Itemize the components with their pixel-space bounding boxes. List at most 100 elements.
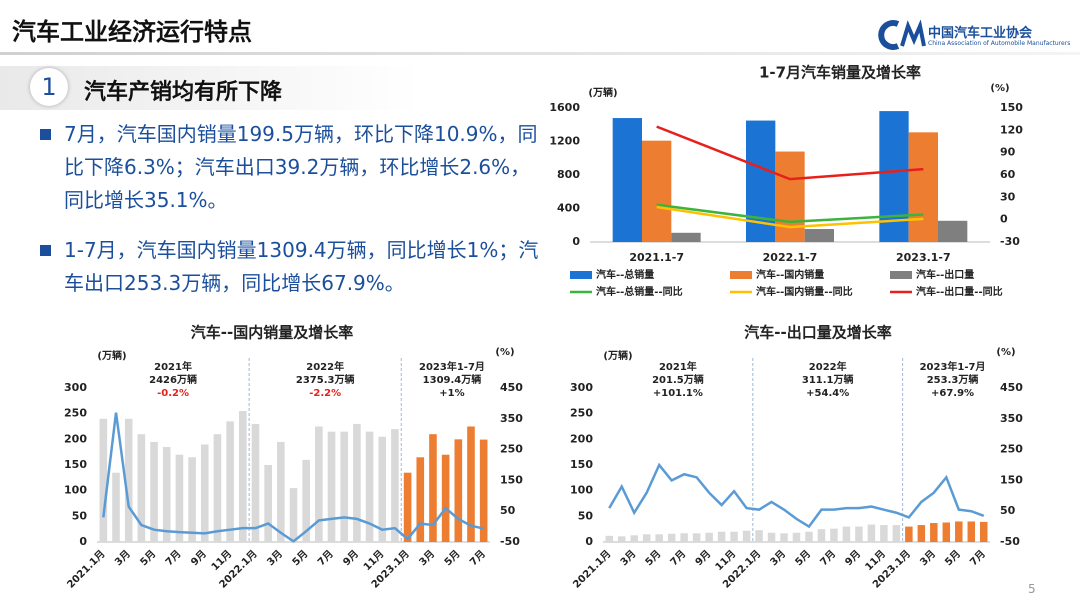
slide-title: 汽车工业经济运行特点 — [12, 18, 252, 46]
bar — [378, 436, 387, 542]
x-tick-label: 3月 — [768, 548, 788, 568]
legend-label: 汽车--总销量 — [596, 268, 654, 281]
legend-label: 汽车--国内销量 — [756, 268, 824, 281]
x-tick-label: 5月 — [643, 548, 663, 568]
bar — [980, 521, 988, 542]
bar — [238, 411, 247, 542]
x-tick-label: 5月 — [442, 548, 462, 568]
legend-label: 汽车--国内销量--同比 — [756, 285, 853, 298]
bar — [892, 525, 901, 542]
legend-label: 汽车--出口量 — [916, 268, 974, 281]
annotation-change: +101.1% — [653, 388, 703, 399]
bar — [730, 531, 738, 542]
bar — [767, 532, 776, 542]
bar — [817, 529, 826, 542]
y-axis-unit: (万辆) — [588, 86, 617, 99]
x-tick-label: 2021.1月 — [65, 548, 108, 591]
logo-subtitle: China Association of Automobile Manufact… — [928, 40, 1071, 47]
bar — [867, 524, 876, 542]
bar — [213, 434, 222, 542]
x-tick-label: 3月 — [417, 548, 437, 568]
y-tick-label: 400 — [557, 202, 580, 215]
annotation-volume: 253.3万辆 — [927, 373, 979, 386]
annotation-change: -0.2% — [157, 388, 189, 399]
y2-axis-unit: (%) — [495, 347, 514, 358]
annotation-period: 2021年 — [154, 360, 192, 373]
annotation-change: +54.4% — [806, 388, 849, 399]
x-tick-label: 3月 — [918, 548, 938, 568]
x-tick-label: 5月 — [793, 548, 813, 568]
section-number: 1 — [30, 68, 68, 106]
bar — [642, 140, 672, 242]
y-tick-label: 250 — [64, 407, 87, 420]
bar — [340, 431, 349, 542]
x-tick-label: 7月 — [163, 548, 183, 568]
line — [102, 412, 484, 543]
line — [608, 462, 985, 529]
legend-swatch — [730, 271, 752, 279]
annotation-volume: 201.5万辆 — [652, 373, 704, 386]
bar — [289, 488, 298, 542]
legend-label: 汽车--出口量--同比 — [916, 285, 1003, 298]
bar — [365, 431, 374, 542]
x-tick-label: 7月 — [668, 548, 688, 568]
y-tick-label: 50 — [578, 509, 594, 522]
y2-tick-label: 250 — [1000, 443, 1023, 456]
x-tick-label: 5月 — [138, 548, 158, 568]
bar — [942, 522, 951, 542]
x-tick-label: 9月 — [189, 548, 209, 568]
chart-title: 1-7月汽车销量及增长率 — [759, 64, 921, 82]
y2-tick-label: 60 — [1000, 168, 1016, 181]
y-tick-label: 100 — [570, 484, 593, 497]
x-tick-label: 5月 — [943, 548, 963, 568]
bar — [612, 118, 642, 242]
chart-title: 汽车--国内销量及增长率 — [191, 324, 353, 342]
bar — [200, 444, 209, 542]
annotation-period: 2021年 — [659, 360, 697, 373]
y2-tick-label: -50 — [1000, 535, 1020, 548]
bar — [930, 523, 938, 542]
bar — [454, 439, 463, 542]
bar — [717, 531, 726, 542]
annotation-change: +1% — [439, 388, 464, 399]
y2-tick-label: 250 — [500, 443, 523, 456]
bar — [353, 423, 361, 542]
y-tick-label: 200 — [570, 432, 593, 445]
x-tick-label: 2023.1-7 — [896, 251, 951, 264]
bar — [667, 533, 676, 542]
y2-tick-label: 50 — [1000, 504, 1016, 517]
bar — [617, 536, 626, 542]
annotation-change: +67.9% — [931, 388, 974, 399]
bar — [905, 526, 913, 542]
bar — [938, 220, 968, 242]
annotation-period: 2023年1-7月 — [920, 360, 986, 373]
y-tick-label: 250 — [570, 407, 593, 420]
y2-tick-label: 150 — [500, 473, 523, 486]
logo-mark — [878, 20, 926, 50]
annotation-period: 2023年1-7月 — [419, 360, 485, 373]
y2-tick-label: 0 — [1000, 213, 1008, 226]
x-tick-label: 2021.1月 — [571, 548, 614, 591]
line — [656, 203, 924, 224]
bar — [908, 132, 938, 242]
x-tick-label: 7月 — [818, 548, 838, 568]
bar — [755, 530, 763, 542]
bar — [775, 151, 805, 242]
x-tick-label: 7月 — [467, 548, 487, 568]
line — [656, 125, 924, 181]
y2-axis-unit: (%) — [990, 83, 1009, 94]
bar — [780, 533, 788, 542]
y-axis-unit: (万辆) — [97, 349, 126, 362]
bar — [642, 534, 651, 542]
bar — [967, 521, 976, 542]
bar — [917, 525, 926, 542]
annotation-volume: 311.1万辆 — [802, 373, 854, 386]
x-tick-label: 3月 — [265, 548, 285, 568]
x-tick-label: 3月 — [112, 548, 132, 568]
bar — [162, 447, 171, 542]
bar — [830, 528, 838, 542]
annotation-volume: 2375.3万辆 — [296, 373, 355, 386]
x-tick-label: 7月 — [968, 548, 988, 568]
bar — [150, 441, 158, 542]
